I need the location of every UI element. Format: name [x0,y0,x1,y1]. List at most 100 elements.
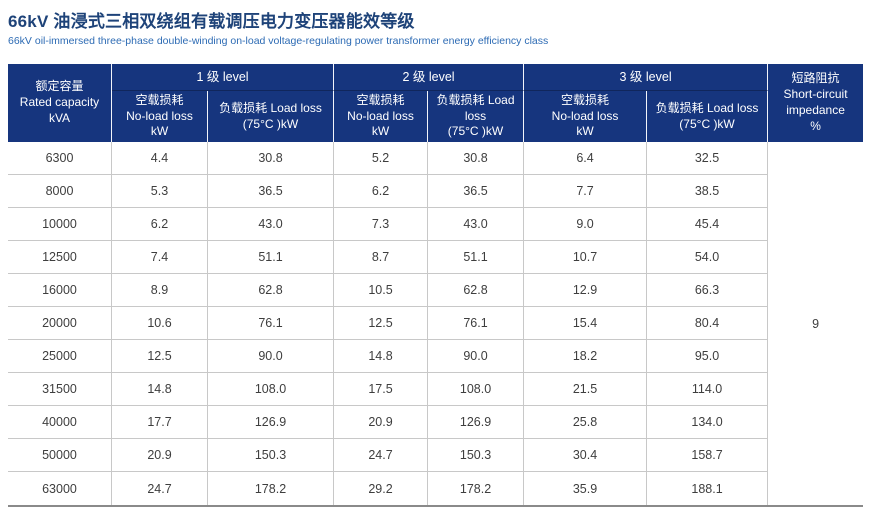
data-cell: 62.8 [208,274,335,307]
data-cell: 150.3 [428,439,525,472]
data-cell: 14.8 [334,340,429,373]
table-row: 16000 8.9 62.8 10.5 62.8 12.9 66.3 [8,274,863,307]
data-cell: 35.9 [524,472,648,505]
data-cell: 54.0 [647,241,769,274]
data-cell: 5.2 [334,142,429,175]
data-cell: 36.5 [428,175,525,208]
data-cell: 76.1 [428,307,525,340]
data-cell: 7.7 [524,175,648,208]
page-subtitle: 66kV oil-immersed three-phase double-win… [8,35,549,47]
table-row: 20000 10.6 76.1 12.5 76.1 15.4 80.4 [8,307,863,340]
data-cell: 188.1 [647,472,769,505]
capacity-cell: 16000 [8,274,112,307]
data-cell: 17.7 [112,406,208,439]
data-cell: 30.4 [524,439,648,472]
data-cell: 178.2 [208,472,335,505]
data-cell: 30.8 [428,142,525,175]
data-cell: 90.0 [208,340,335,373]
data-cell: 17.5 [334,373,429,406]
data-cell: 29.2 [334,472,429,505]
header-level-3-no-load-loss: 空载损耗 No-load loss kW [524,91,648,142]
data-cell: 18.2 [524,340,648,373]
capacity-cell: 63000 [8,472,112,505]
data-cell: 66.3 [647,274,769,307]
data-cell: 126.9 [428,406,525,439]
header-level-1: 1 级 level [112,64,335,91]
table-header: 额定容量 Rated capacity kVA 1 级 level 2 级 le… [8,64,864,142]
data-cell: 12.5 [334,307,429,340]
page-title: 66kV 油浸式三相双绕组有载调压电力变压器能效等级 [8,12,415,31]
data-cell: 43.0 [428,208,525,241]
capacity-cell: 31500 [8,373,112,406]
data-cell: 10.6 [112,307,208,340]
data-cell: 20.9 [112,439,208,472]
data-cell: 158.7 [647,439,769,472]
data-cell: 8.7 [334,241,429,274]
data-cell: 25.8 [524,406,648,439]
header-level-2-load-loss: 负载损耗 Load loss (75°C )kW [428,91,525,142]
data-cell: 95.0 [647,340,769,373]
data-cell: 51.1 [428,241,525,274]
capacity-cell: 6300 [8,142,112,175]
data-cell: 7.4 [112,241,208,274]
data-cell: 21.5 [524,373,648,406]
capacity-cell: 20000 [8,307,112,340]
table-row: 31500 14.8 108.0 17.5 108.0 21.5 114.0 [8,373,863,406]
capacity-cell: 8000 [8,175,112,208]
data-cell: 5.3 [112,175,208,208]
capacity-cell: 25000 [8,340,112,373]
header-rated-capacity: 额定容量 Rated capacity kVA [8,64,112,142]
data-cell: 114.0 [647,373,769,406]
data-cell: 6.2 [334,175,429,208]
table-row: 6300 4.4 30.8 5.2 30.8 6.4 32.5 9 [8,142,864,505]
table-row: 50000 20.9 150.3 24.7 150.3 30.4 158.7 [8,439,863,472]
data-cell: 134.0 [647,406,769,439]
capacity-cell: 50000 [8,439,112,472]
data-cell: 45.4 [647,208,769,241]
capacity-cell: 40000 [8,406,112,439]
impedance-value-cell: 9 [768,142,864,505]
data-cell: 12.5 [112,340,208,373]
data-cell: 108.0 [208,373,335,406]
table-row: 25000 12.5 90.0 14.8 90.0 18.2 95.0 [8,340,863,373]
data-cell: 43.0 [208,208,335,241]
header-level-1-no-load-loss: 空载损耗 No-load loss kW [112,91,208,142]
header-level-3-load-loss: 负载损耗 Load loss (75°C )kW [647,91,769,142]
data-cell: 108.0 [428,373,525,406]
data-cell: 36.5 [208,175,335,208]
data-cell: 150.3 [208,439,335,472]
data-cell: 6.2 [112,208,208,241]
data-cell: 90.0 [428,340,525,373]
header-short-circuit-impedance: 短路阻抗 Short-circuit impedance % [768,64,864,142]
data-cell: 7.3 [334,208,429,241]
efficiency-table: 额定容量 Rated capacity kVA 1 级 level 2 级 le… [8,64,864,507]
table-row: 8000 5.3 36.5 6.2 36.5 7.7 38.5 [8,175,863,208]
header-level-3: 3 级 level [524,64,769,91]
data-cell: 38.5 [647,175,769,208]
data-cell: 62.8 [428,274,525,307]
data-cell: 14.8 [112,373,208,406]
data-cell: 126.9 [208,406,335,439]
capacity-cell: 10000 [8,208,112,241]
data-cell: 24.7 [334,439,429,472]
data-cell: 80.4 [647,307,769,340]
header-level-2: 2 级 level [334,64,525,91]
data-cell: 51.1 [208,241,335,274]
data-cell: 10.5 [334,274,429,307]
table-body: 6300 4.4 30.8 5.2 30.8 6.4 32.5 9 8000 5… [8,142,864,505]
data-cell: 9.0 [524,208,648,241]
data-cell: 15.4 [524,307,648,340]
table-row: 12500 7.4 51.1 8.7 51.1 10.7 54.0 [8,241,863,274]
data-cell: 24.7 [112,472,208,505]
data-cell: 178.2 [428,472,525,505]
table-row: 40000 17.7 126.9 20.9 126.9 25.8 134.0 [8,406,863,439]
data-cell: 10.7 [524,241,648,274]
data-cell: 12.9 [524,274,648,307]
data-cell: 4.4 [112,142,208,175]
data-cell: 76.1 [208,307,335,340]
data-cell: 20.9 [334,406,429,439]
header-level-1-load-loss: 负载损耗 Load loss (75°C )kW [208,91,335,142]
data-cell: 8.9 [112,274,208,307]
data-cell: 6.4 [524,142,648,175]
